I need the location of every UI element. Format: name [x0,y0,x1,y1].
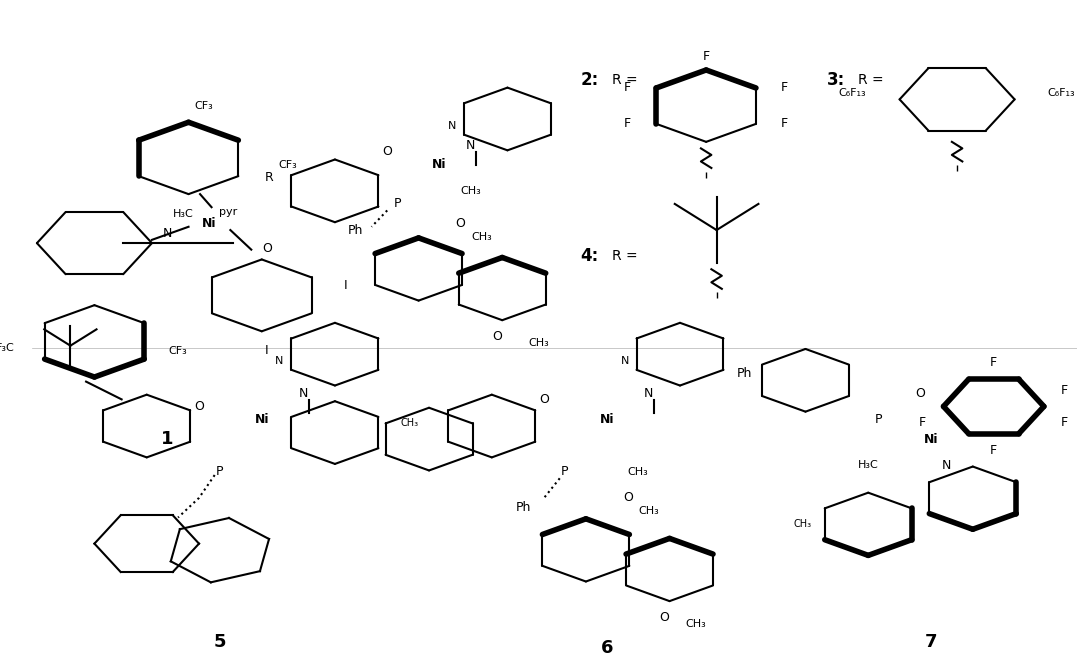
Text: CH₃: CH₃ [627,467,649,477]
Text: N: N [620,356,629,366]
Text: pyr: pyr [219,207,238,216]
Text: N: N [942,459,951,472]
Text: P: P [875,413,882,426]
Text: 5: 5 [214,633,226,651]
Text: 3:: 3: [826,71,845,89]
Text: O: O [539,393,549,407]
Text: O: O [623,492,633,504]
Text: C₆F₁₃: C₆F₁₃ [1048,88,1076,98]
Text: O: O [382,145,392,158]
Text: O: O [916,387,926,400]
Text: R: R [265,172,273,184]
Text: F: F [990,356,997,368]
Text: R =: R = [858,73,883,86]
Text: Ni: Ni [255,413,269,426]
Text: N: N [275,356,284,366]
Text: CH₃: CH₃ [528,338,549,348]
Text: F: F [624,81,632,94]
Text: Ph: Ph [348,224,364,236]
Text: CF₃: CF₃ [168,346,188,356]
Text: F: F [1062,416,1068,428]
Text: Ph: Ph [738,367,753,380]
Text: R =: R = [612,73,637,86]
Text: 6: 6 [600,639,613,657]
Text: I: I [266,345,269,358]
Text: O: O [194,400,204,413]
Text: N: N [644,387,653,400]
Text: R =: R = [612,249,637,263]
Text: O: O [492,330,502,343]
Text: P: P [216,465,224,478]
Text: CH₃: CH₃ [401,418,419,428]
Text: Ni: Ni [432,158,447,171]
Text: O: O [262,242,272,255]
Text: 7: 7 [924,633,937,651]
Text: 1: 1 [161,430,174,448]
Text: CH₃: CH₃ [460,186,482,196]
Text: F: F [990,444,997,457]
Text: F: F [1062,384,1068,397]
Text: F₃C: F₃C [0,343,15,352]
Text: P: P [394,197,402,211]
Text: CF₃: CF₃ [194,101,214,111]
Text: Ni: Ni [599,413,615,426]
Text: 2:: 2: [581,71,599,89]
Text: F: F [624,117,632,131]
Text: F: F [703,50,710,63]
Text: O: O [660,611,670,624]
Text: Ni: Ni [923,432,939,446]
Text: I: I [343,279,347,292]
Text: O: O [456,217,465,230]
Text: N: N [467,139,475,152]
Text: Ph: Ph [515,501,531,514]
Text: CF₃: CF₃ [279,160,297,170]
Text: 4:: 4: [581,248,599,265]
Text: F: F [919,416,927,428]
Text: N: N [299,387,308,400]
Text: F: F [781,117,788,131]
Text: H₃C: H₃C [858,460,879,470]
Text: CH₃: CH₃ [638,506,659,516]
Text: C₆F₁₃: C₆F₁₃ [839,88,866,98]
Text: P: P [562,465,569,478]
Text: CH₃: CH₃ [471,232,491,242]
Text: N: N [163,227,173,240]
Text: Ni: Ni [202,217,217,230]
Text: F: F [781,81,788,94]
Text: CH₃: CH₃ [686,619,706,629]
Text: N: N [448,121,456,131]
Text: CH₃: CH₃ [794,519,811,529]
Text: H₃C: H₃C [173,209,193,218]
